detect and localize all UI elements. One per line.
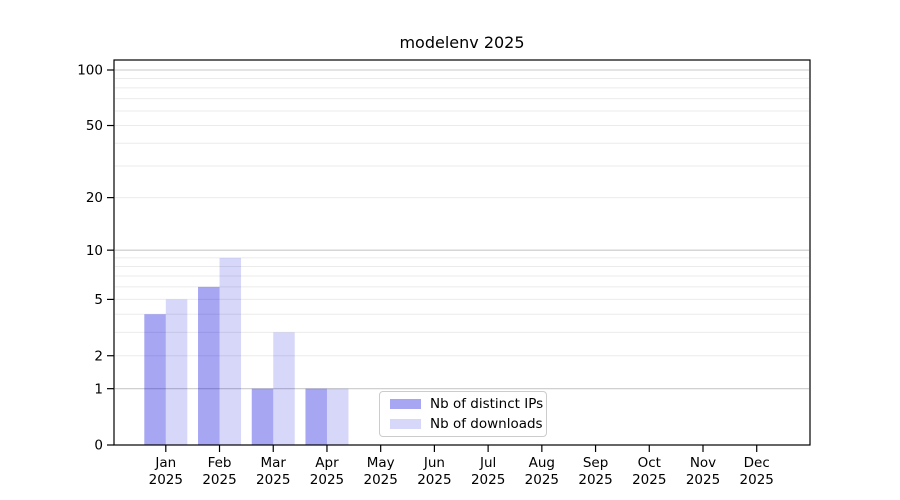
legend-swatch-distinct-ips [390,399,421,409]
x-tick-label-month-feb: Feb [208,455,232,471]
x-tick-label-month-mar: Mar [260,455,286,471]
x-tick-label-month-aug: Aug [529,455,555,471]
y-tick-label-1: 1 [94,381,103,397]
x-tick-label-year-oct: 2025 [632,472,666,488]
chart-title: modelenv 2025 [399,33,525,52]
legend-label-downloads: Nb of downloads [430,416,543,432]
bar-distinct-ips-jan [144,314,166,445]
x-tick-label-year-jun: 2025 [417,472,451,488]
x-tick-label-year-mar: 2025 [256,472,290,488]
x-tick-label-year-dec: 2025 [740,472,774,488]
y-tick-label-5: 5 [94,292,103,308]
legend-swatch-downloads [390,419,421,429]
y-tick-label-20: 20 [86,190,103,206]
bar-distinct-ips-mar [251,388,274,445]
x-tick-label-year-aug: 2025 [525,472,559,488]
y-tick-label-100: 100 [77,63,103,79]
y-tick-label-2: 2 [94,348,103,364]
x-tick-label-month-apr: Apr [315,455,339,471]
x-tick-label-month-oct: Oct [638,455,661,471]
x-tick-label-month-nov: Nov [690,455,716,471]
x-tick-label-year-feb: 2025 [202,472,236,488]
legend: Nb of distinct IPs Nb of downloads [379,391,547,437]
x-tick-label-month-dec: Dec [744,455,770,471]
bar-downloads-mar [273,332,295,445]
x-tick-label-month-sep: Sep [583,455,608,471]
x-tick-label-year-may: 2025 [364,472,398,488]
x-tick-label-year-apr: 2025 [310,472,344,488]
plot-spines [113,59,811,446]
y-tick-label-0: 0 [94,438,103,454]
bar-distinct-ips-feb [198,286,220,445]
legend-item-downloads: Nb of downloads [390,416,546,432]
x-tick-label-year-jan: 2025 [149,472,183,488]
x-tick-label-year-jul: 2025 [471,472,505,488]
y-tick-label-10: 10 [86,243,103,259]
y-tick-label-50: 50 [86,118,103,134]
x-tick-label-year-nov: 2025 [686,472,720,488]
legend-item-distinct-ips: Nb of distinct IPs [390,396,546,412]
legend-label-distinct-ips: Nb of distinct IPs [430,396,544,412]
bar-downloads-apr [326,388,349,445]
bar-distinct-ips-apr [305,388,327,445]
x-tick-label-year-sep: 2025 [578,472,612,488]
x-tick-label-month-jul: Jul [479,455,496,471]
bar-downloads-jan [165,299,188,445]
x-tick-label-month-may: May [367,455,395,471]
x-tick-label-month-jan: Jan [154,455,176,471]
bar-downloads-feb [219,257,242,445]
x-tick-label-month-jun: Jun [423,455,445,471]
